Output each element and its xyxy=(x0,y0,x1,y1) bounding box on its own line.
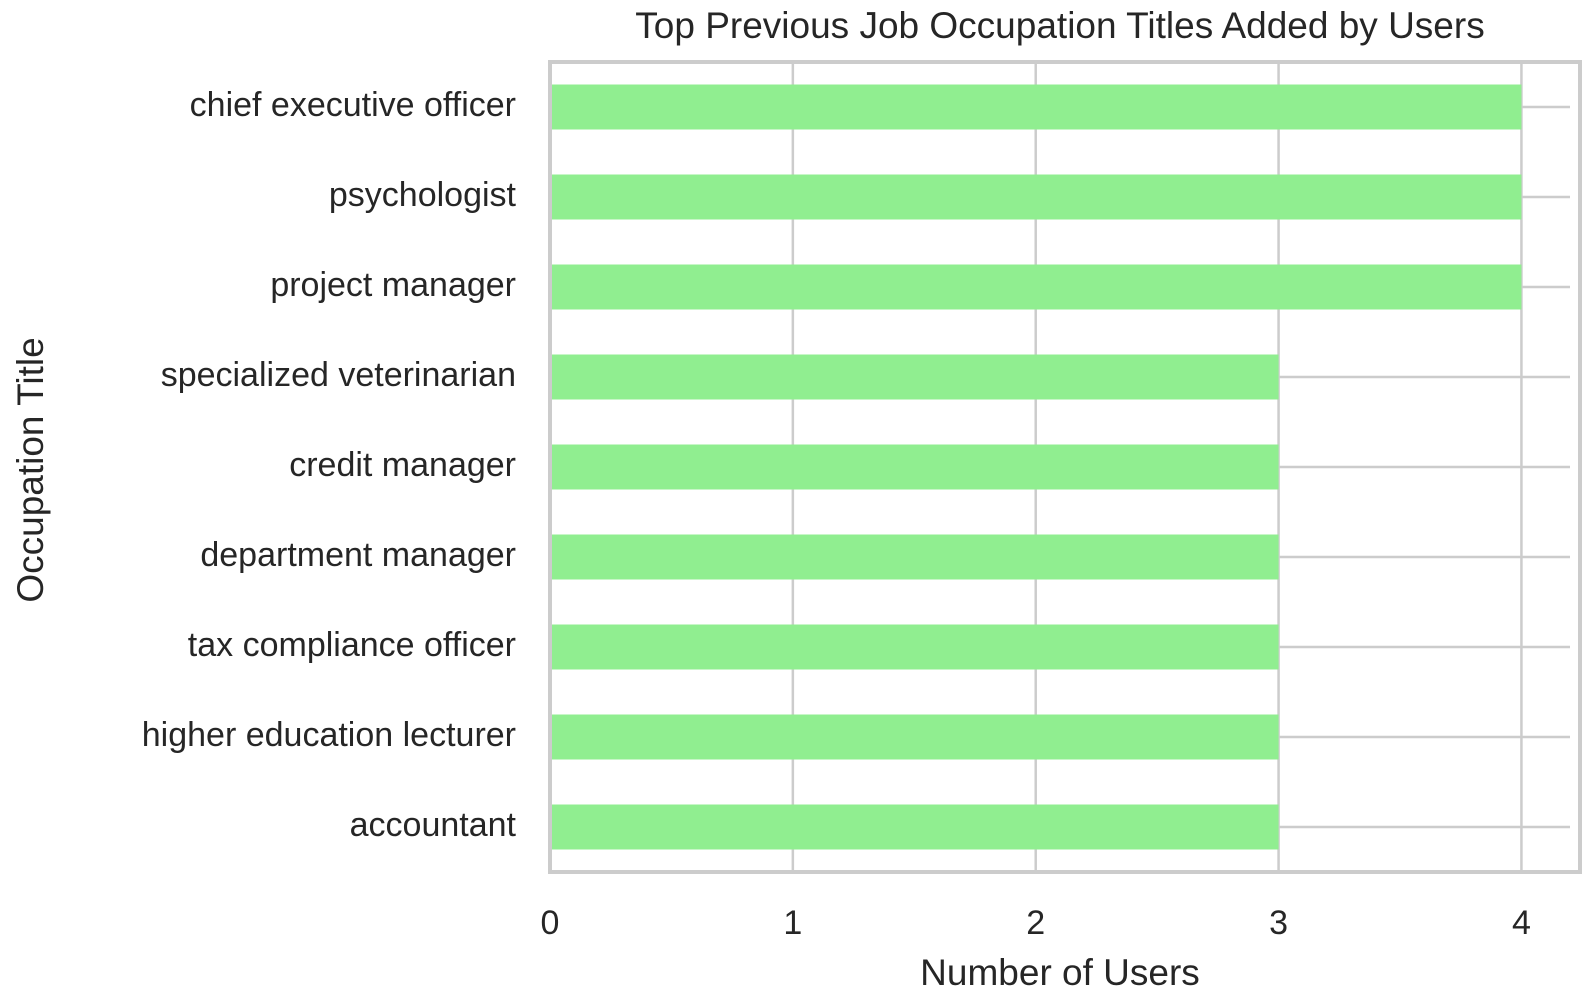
y-axis-label: Occupation Title xyxy=(10,337,51,602)
bar xyxy=(550,714,1279,760)
y-tick-label: tax compliance officer xyxy=(188,626,516,664)
bar xyxy=(550,84,1522,130)
y-tick-label: department manager xyxy=(200,536,516,574)
y-tick-label: psychologist xyxy=(329,176,517,214)
y-tick-label: higher education lecturer xyxy=(142,716,516,754)
bar xyxy=(550,534,1279,580)
bar xyxy=(550,624,1279,670)
bar xyxy=(550,264,1522,310)
x-tick-label: 0 xyxy=(541,904,560,942)
plot-frame xyxy=(548,60,1582,874)
bar xyxy=(550,804,1279,850)
x-tick-label: 2 xyxy=(1026,904,1045,942)
bar xyxy=(550,174,1522,220)
y-tick-label: chief executive officer xyxy=(190,86,516,124)
y-tick-label: project manager xyxy=(270,266,516,304)
x-tick-label: 3 xyxy=(1269,904,1288,942)
bar xyxy=(550,444,1279,490)
bar xyxy=(550,354,1279,400)
y-tick-label: credit manager xyxy=(289,446,516,484)
x-axis-label: Number of Users xyxy=(920,952,1200,993)
y-tick-label: specialized veterinarian xyxy=(161,356,516,394)
chart-title: Top Previous Job Occupation Titles Added… xyxy=(635,5,1484,46)
x-tick-label: 1 xyxy=(783,904,802,942)
y-tick-label: accountant xyxy=(350,806,517,844)
x-tick-label: 4 xyxy=(1512,904,1531,942)
